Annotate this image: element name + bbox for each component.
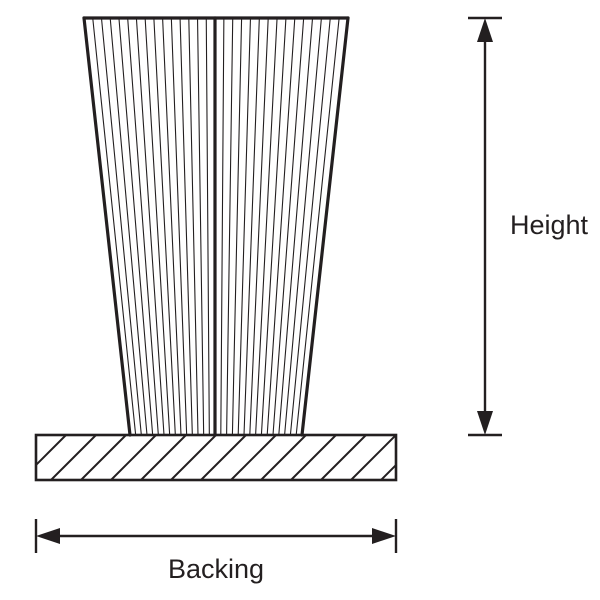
height-dimension-label: Height (510, 210, 589, 240)
backing-dimension-label: Backing (168, 554, 264, 584)
backing-hatch (0, 435, 456, 480)
bristles (84, 18, 348, 435)
